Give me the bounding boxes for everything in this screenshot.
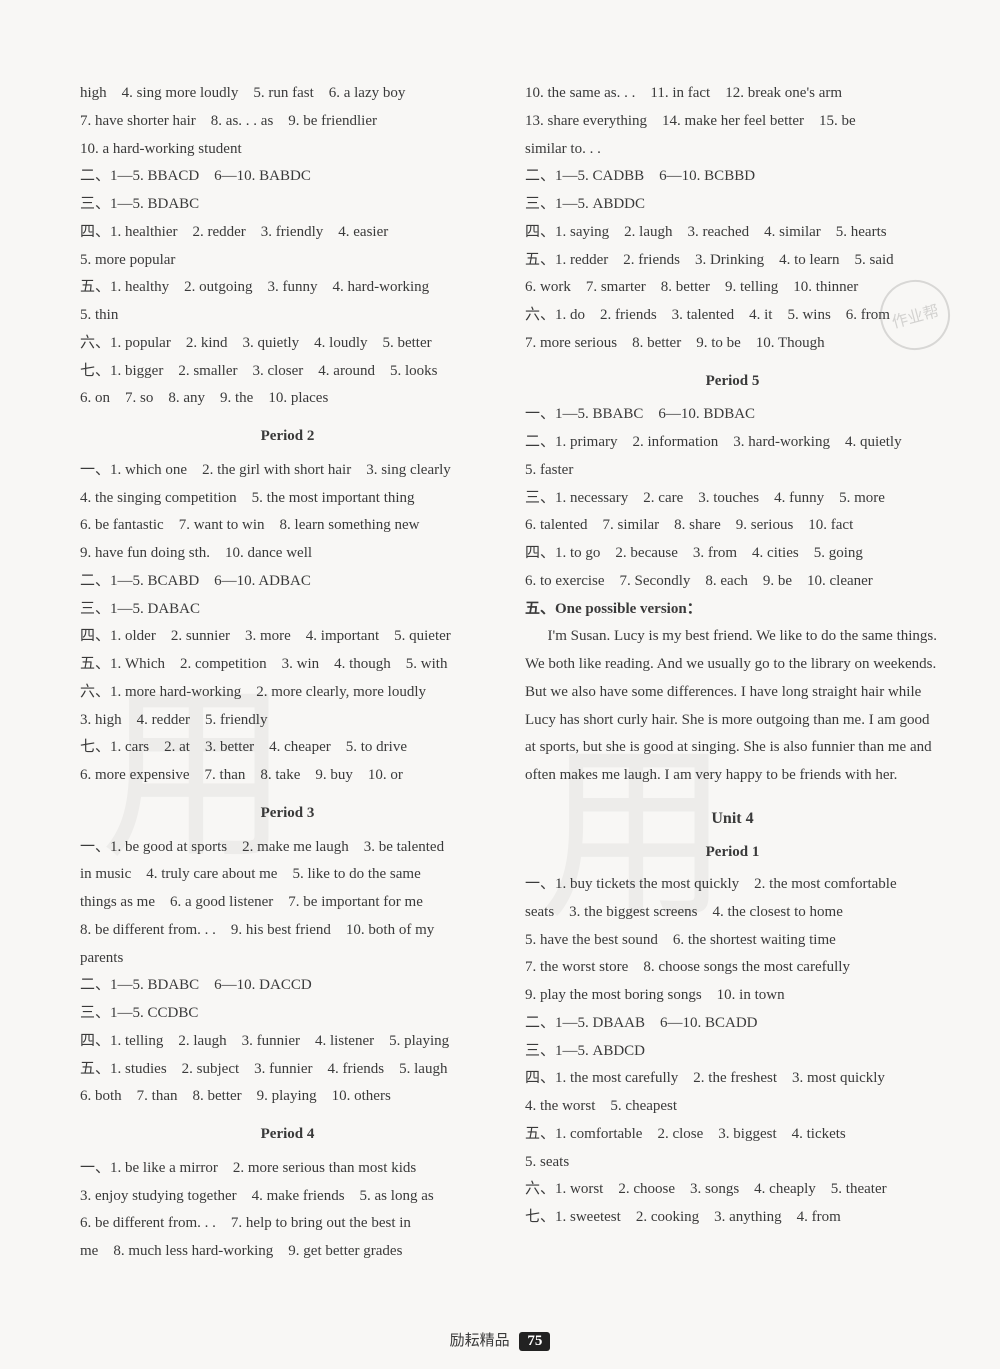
period1-line: 10. a hard-working student xyxy=(80,136,495,164)
period5-line: 三、1. necessary 2. care 3. touches 4. fun… xyxy=(525,485,940,513)
period-5-body: 一、1—5. BBABC 6—10. BDBAC二、1. primary 2. … xyxy=(525,401,940,595)
sample-essay: I'm Susan. Lucy is my best friend. We li… xyxy=(525,623,940,790)
unit4-period1-line: 七、1. sweetest 2. cooking 3. anything 4. … xyxy=(525,1204,940,1232)
unit4-period1-line: 三、1—5. ABDCD xyxy=(525,1038,940,1066)
period-4-continued: 10. the same as. . . 11. in fact 12. bre… xyxy=(525,80,940,358)
period5-line: 二、1. primary 2. information 3. hard-work… xyxy=(525,429,940,457)
period4-cont-line: 二、1—5. CADBB 6—10. BCBBD xyxy=(525,163,940,191)
period5-line: 一、1—5. BBABC 6—10. BDBAC xyxy=(525,401,940,429)
period1-line: 5. thin xyxy=(80,302,495,330)
answer-key-page: high 4. sing more loudly 5. run fast 6. … xyxy=(0,0,1000,1306)
period-3-title: Period 3 xyxy=(80,800,495,828)
period4-line: 一、1. be like a mirror 2. more serious th… xyxy=(80,1155,495,1183)
unit4-period1-line: 一、1. buy tickets the most quickly 2. the… xyxy=(525,871,940,899)
period4-cont-line: 13. share everything 14. make her feel b… xyxy=(525,108,940,136)
unit-4-title: Unit 4 xyxy=(525,804,940,834)
unit4-period1-line: 9. play the most boring songs 10. in tow… xyxy=(525,982,940,1010)
period2-line: 4. the singing competition 5. the most i… xyxy=(80,485,495,513)
page-footer: 励耘精品 75 xyxy=(0,1329,1000,1351)
writing-label: 五、One possible version： xyxy=(525,596,940,624)
unit4-period1-line: 4. the worst 5. cheapest xyxy=(525,1093,940,1121)
period5-line: 四、1. to go 2. because 3. from 4. cities … xyxy=(525,540,940,568)
right-column: 10. the same as. . . 11. in fact 12. bre… xyxy=(525,80,940,1266)
period2-line: 七、1. cars 2. at 3. better 4. cheaper 5. … xyxy=(80,734,495,762)
period2-line: 四、1. older 2. sunnier 3. more 4. importa… xyxy=(80,623,495,651)
period5-line: 6. talented 7. similar 8. share 9. serio… xyxy=(525,512,940,540)
period-2-body: 一、1. which one 2. the girl with short ha… xyxy=(80,457,495,790)
period5-line: 6. to exercise 7. Secondly 8. each 9. be… xyxy=(525,568,940,596)
period-3-body: 一、1. be good at sports 2. make me laugh … xyxy=(80,834,495,1112)
period3-line: 一、1. be good at sports 2. make me laugh … xyxy=(80,834,495,862)
unit4-period1-line: 五、1. comfortable 2. close 3. biggest 4. … xyxy=(525,1121,940,1149)
period3-line: 四、1. telling 2. laugh 3. funnier 4. list… xyxy=(80,1028,495,1056)
period2-line: 6. more expensive 7. than 8. take 9. buy… xyxy=(80,762,495,790)
period3-line: 三、1—5. CCDBC xyxy=(80,1000,495,1028)
period3-line: 6. both 7. than 8. better 9. playing 10.… xyxy=(80,1083,495,1111)
period4-line: 6. be different from. . . 7. help to bri… xyxy=(80,1210,495,1238)
period-5-title: Period 5 xyxy=(525,368,940,396)
period1-line: 6. on 7. so 8. any 9. the 10. places xyxy=(80,385,495,413)
period1-line: 六、1. popular 2. kind 3. quietly 4. loudl… xyxy=(80,330,495,358)
period2-line: 二、1—5. BCABD 6—10. ADBAC xyxy=(80,568,495,596)
period4-cont-line: 6. work 7. smarter 8. better 9. telling … xyxy=(525,274,940,302)
period4-cont-line: 7. more serious 8. better 9. to be 10. T… xyxy=(525,330,940,358)
period-1-continued: high 4. sing more loudly 5. run fast 6. … xyxy=(80,80,495,413)
unit4-period1-line: 7. the worst store 8. choose songs the m… xyxy=(525,954,940,982)
period1-line: 5. more popular xyxy=(80,247,495,275)
period5-line: 5. faster xyxy=(525,457,940,485)
period-2-title: Period 2 xyxy=(80,423,495,451)
unit4-period1-line: 5. seats xyxy=(525,1149,940,1177)
period1-line: 二、1—5. BBACD 6—10. BABDC xyxy=(80,163,495,191)
period4-cont-line: 五、1. redder 2. friends 3. Drinking 4. to… xyxy=(525,247,940,275)
period1-line: 五、1. healthy 2. outgoing 3. funny 4. har… xyxy=(80,274,495,302)
period2-line: 五、1. Which 2. competition 3. win 4. thou… xyxy=(80,651,495,679)
period4-cont-line: 10. the same as. . . 11. in fact 12. bre… xyxy=(525,80,940,108)
period4-cont-line: 四、1. saying 2. laugh 3. reached 4. simil… xyxy=(525,219,940,247)
period3-line: 8. be different from. . . 9. his best fr… xyxy=(80,917,495,945)
unit4-period1-line: 5. have the best sound 6. the shortest w… xyxy=(525,927,940,955)
period2-line: 9. have fun doing sth. 10. dance well xyxy=(80,540,495,568)
period1-line: 七、1. bigger 2. smaller 3. closer 4. arou… xyxy=(80,358,495,386)
period-4-title: Period 4 xyxy=(80,1121,495,1149)
unit4-period1-line: 四、1. the most carefully 2. the freshest … xyxy=(525,1065,940,1093)
period1-line: 7. have shorter hair 8. as. . . as 9. be… xyxy=(80,108,495,136)
period2-line: 3. high 4. redder 5. friendly xyxy=(80,707,495,735)
period4-cont-line: 三、1—5. ABDDC xyxy=(525,191,940,219)
period4-cont-line: similar to. . . xyxy=(525,136,940,164)
period2-line: 一、1. which one 2. the girl with short ha… xyxy=(80,457,495,485)
unit4-period-1-title: Period 1 xyxy=(525,839,940,867)
unit4-period1-line: 六、1. worst 2. choose 3. songs 4. cheaply… xyxy=(525,1176,940,1204)
period-4-body: 一、1. be like a mirror 2. more serious th… xyxy=(80,1155,495,1266)
period4-line: me 8. much less hard-working 9. get bett… xyxy=(80,1238,495,1266)
period4-line: 3. enjoy studying together 4. make frien… xyxy=(80,1183,495,1211)
period4-cont-line: 六、1. do 2. friends 3. talented 4. it 5. … xyxy=(525,302,940,330)
period1-line: 三、1—5. BDABC xyxy=(80,191,495,219)
unit4-period1-line: 二、1—5. DBAAB 6—10. BCADD xyxy=(525,1010,940,1038)
left-column: high 4. sing more loudly 5. run fast 6. … xyxy=(80,80,495,1266)
page-number: 75 xyxy=(519,1332,550,1351)
period3-line: in music 4. truly care about me 5. like … xyxy=(80,861,495,889)
footer-brand: 励耘精品 xyxy=(450,1333,510,1349)
period2-line: 6. be fantastic 7. want to win 8. learn … xyxy=(80,512,495,540)
unit4-period-1-body: 一、1. buy tickets the most quickly 2. the… xyxy=(525,871,940,1232)
period1-line: high 4. sing more loudly 5. run fast 6. … xyxy=(80,80,495,108)
period3-line: 五、1. studies 2. subject 3. funnier 4. fr… xyxy=(80,1056,495,1084)
period3-line: 二、1—5. BDABC 6—10. DACCD xyxy=(80,972,495,1000)
period3-line: parents xyxy=(80,945,495,973)
period1-line: 四、1. healthier 2. redder 3. friendly 4. … xyxy=(80,219,495,247)
period3-line: things as me 6. a good listener 7. be im… xyxy=(80,889,495,917)
period2-line: 三、1—5. DABAC xyxy=(80,596,495,624)
period2-line: 六、1. more hard-working 2. more clearly, … xyxy=(80,679,495,707)
unit4-period1-line: seats 3. the biggest screens 4. the clos… xyxy=(525,899,940,927)
